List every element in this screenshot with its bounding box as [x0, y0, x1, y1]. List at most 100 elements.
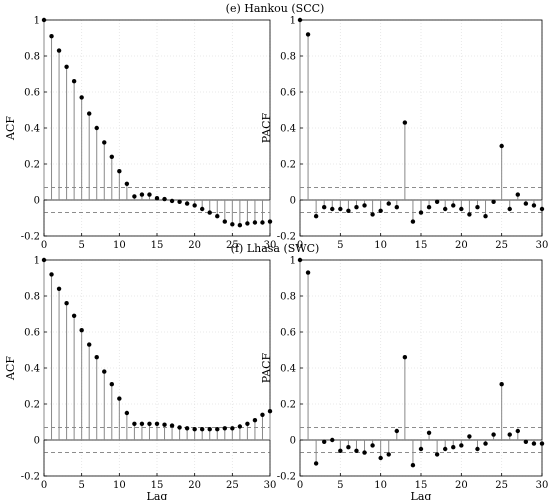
- stem-marker: [507, 432, 512, 437]
- y-tick-label: 0.6: [280, 328, 296, 339]
- y-tick-label: 1: [290, 16, 296, 27]
- stem-marker: [109, 382, 115, 387]
- stem-marker: [402, 120, 408, 125]
- y-tick-label: 0.4: [24, 124, 40, 135]
- x-tick-label: 30: [264, 240, 277, 251]
- stem-marker: [491, 199, 496, 204]
- stem-marker: [451, 203, 456, 208]
- stem-marker: [71, 313, 77, 318]
- stem-marker: [207, 210, 212, 215]
- stem-marker: [222, 219, 227, 224]
- stem-marker: [531, 441, 537, 446]
- stem-marker: [102, 369, 107, 374]
- stem-marker: [426, 205, 432, 210]
- stem-marker: [394, 205, 399, 210]
- y-tick-label: -0.2: [21, 232, 40, 243]
- stem-marker: [475, 205, 480, 210]
- x-tick-label: 10: [113, 240, 126, 251]
- x-tick-label: 15: [151, 240, 164, 251]
- stem-marker: [215, 214, 220, 219]
- stem-marker: [523, 201, 529, 206]
- stem-marker: [162, 422, 167, 427]
- y-tick-label: 0.8: [24, 292, 40, 303]
- stem-marker: [443, 206, 448, 212]
- stem-marker: [237, 424, 243, 429]
- stem-marker: [94, 355, 99, 360]
- stem-marker: [322, 205, 327, 210]
- y-tick-label: 0.4: [24, 364, 40, 375]
- y-tick-label: 1: [290, 256, 296, 267]
- stem-marker: [56, 48, 62, 53]
- x-tick-label: 30: [536, 480, 549, 491]
- stem-marker: [252, 418, 258, 423]
- x-tick-label: 5: [337, 480, 343, 491]
- stem-marker: [207, 427, 212, 432]
- stem-marker: [418, 446, 424, 452]
- stem-marker: [87, 342, 92, 347]
- stem-marker: [515, 428, 520, 434]
- stem-marker: [267, 219, 273, 224]
- x-tick-label: 25: [495, 240, 508, 251]
- stem-marker: [338, 206, 343, 212]
- stem-marker: [483, 214, 488, 219]
- y-tick-label: 0: [290, 196, 296, 207]
- x-tick-label: 20: [188, 480, 201, 491]
- panel-title-lhasa: (f) Lhasa (SWC): [231, 242, 320, 255]
- x-tick-label: 0: [297, 240, 303, 251]
- stem-marker: [184, 426, 190, 431]
- x-tick-label: 0: [297, 480, 303, 491]
- x-axis-label: Lag: [147, 490, 168, 500]
- x-tick-label: 25: [226, 240, 239, 251]
- stem-marker: [139, 192, 145, 197]
- stem-marker: [346, 208, 351, 213]
- stem-marker: [71, 79, 77, 84]
- x-tick-label: 10: [374, 480, 387, 491]
- x-tick-label: 5: [78, 480, 84, 491]
- stem-marker: [222, 426, 227, 431]
- x-tick-label: 15: [415, 480, 428, 491]
- y-tick-label: 1: [34, 256, 40, 267]
- stem-marker: [394, 428, 399, 434]
- stem-marker: [64, 64, 69, 70]
- y-tick-label: 0: [34, 196, 40, 207]
- stem-marker: [475, 446, 480, 452]
- stem-marker: [515, 192, 520, 197]
- stem-marker: [434, 199, 440, 204]
- y-tick-label: -0.2: [277, 472, 296, 483]
- stem-marker: [434, 452, 440, 457]
- stem-marker: [147, 192, 152, 197]
- stem-marker: [523, 439, 529, 444]
- stem-marker: [386, 452, 391, 457]
- x-tick-label: 20: [188, 240, 201, 251]
- y-tick-label: 0.2: [280, 400, 296, 411]
- y-tick-label: 0.8: [280, 52, 296, 63]
- y-tick-label: 0: [34, 436, 40, 447]
- stem-marker: [539, 441, 545, 446]
- stem-marker: [410, 463, 416, 468]
- stem-marker: [459, 206, 464, 212]
- stem-marker: [330, 206, 335, 212]
- stem-marker: [370, 212, 375, 217]
- stem-marker: [79, 95, 84, 100]
- stem-marker: [139, 421, 145, 426]
- stem-marker: [49, 272, 54, 277]
- y-tick-label: -0.2: [277, 232, 296, 243]
- stem-marker: [177, 425, 182, 430]
- stem-marker: [443, 446, 448, 452]
- x-tick-label: 30: [264, 480, 277, 491]
- stem-marker: [245, 421, 250, 426]
- stem-marker: [260, 220, 265, 225]
- stem-marker: [483, 441, 488, 446]
- stem-marker: [410, 219, 416, 224]
- stem-marker: [346, 445, 351, 450]
- x-tick-label: 5: [78, 240, 84, 251]
- stem-marker: [147, 421, 152, 426]
- stem-marker: [362, 450, 367, 455]
- stem-marker: [87, 111, 92, 116]
- stem-marker: [322, 439, 327, 444]
